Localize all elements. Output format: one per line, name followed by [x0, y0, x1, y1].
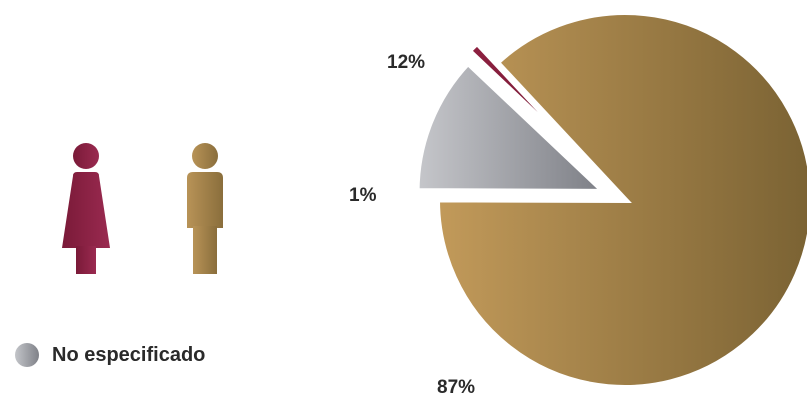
legend-swatch-no-especificado — [15, 343, 39, 367]
pie-slice-12 — [413, 58, 613, 195]
slice-label-1: 1% — [349, 185, 377, 206]
slice-label-12: 12% — [387, 52, 426, 73]
male-person-icon — [187, 143, 223, 274]
legend-label-no-especificado: No especificado — [52, 343, 206, 366]
slice-label-87: 87% — [437, 377, 476, 398]
legend: No especificado — [15, 340, 205, 370]
pie-slices — [413, 9, 807, 391]
female-person-icon — [62, 143, 110, 274]
pie-slice-1 — [464, 38, 608, 183]
pie-slice-87 — [434, 9, 807, 391]
